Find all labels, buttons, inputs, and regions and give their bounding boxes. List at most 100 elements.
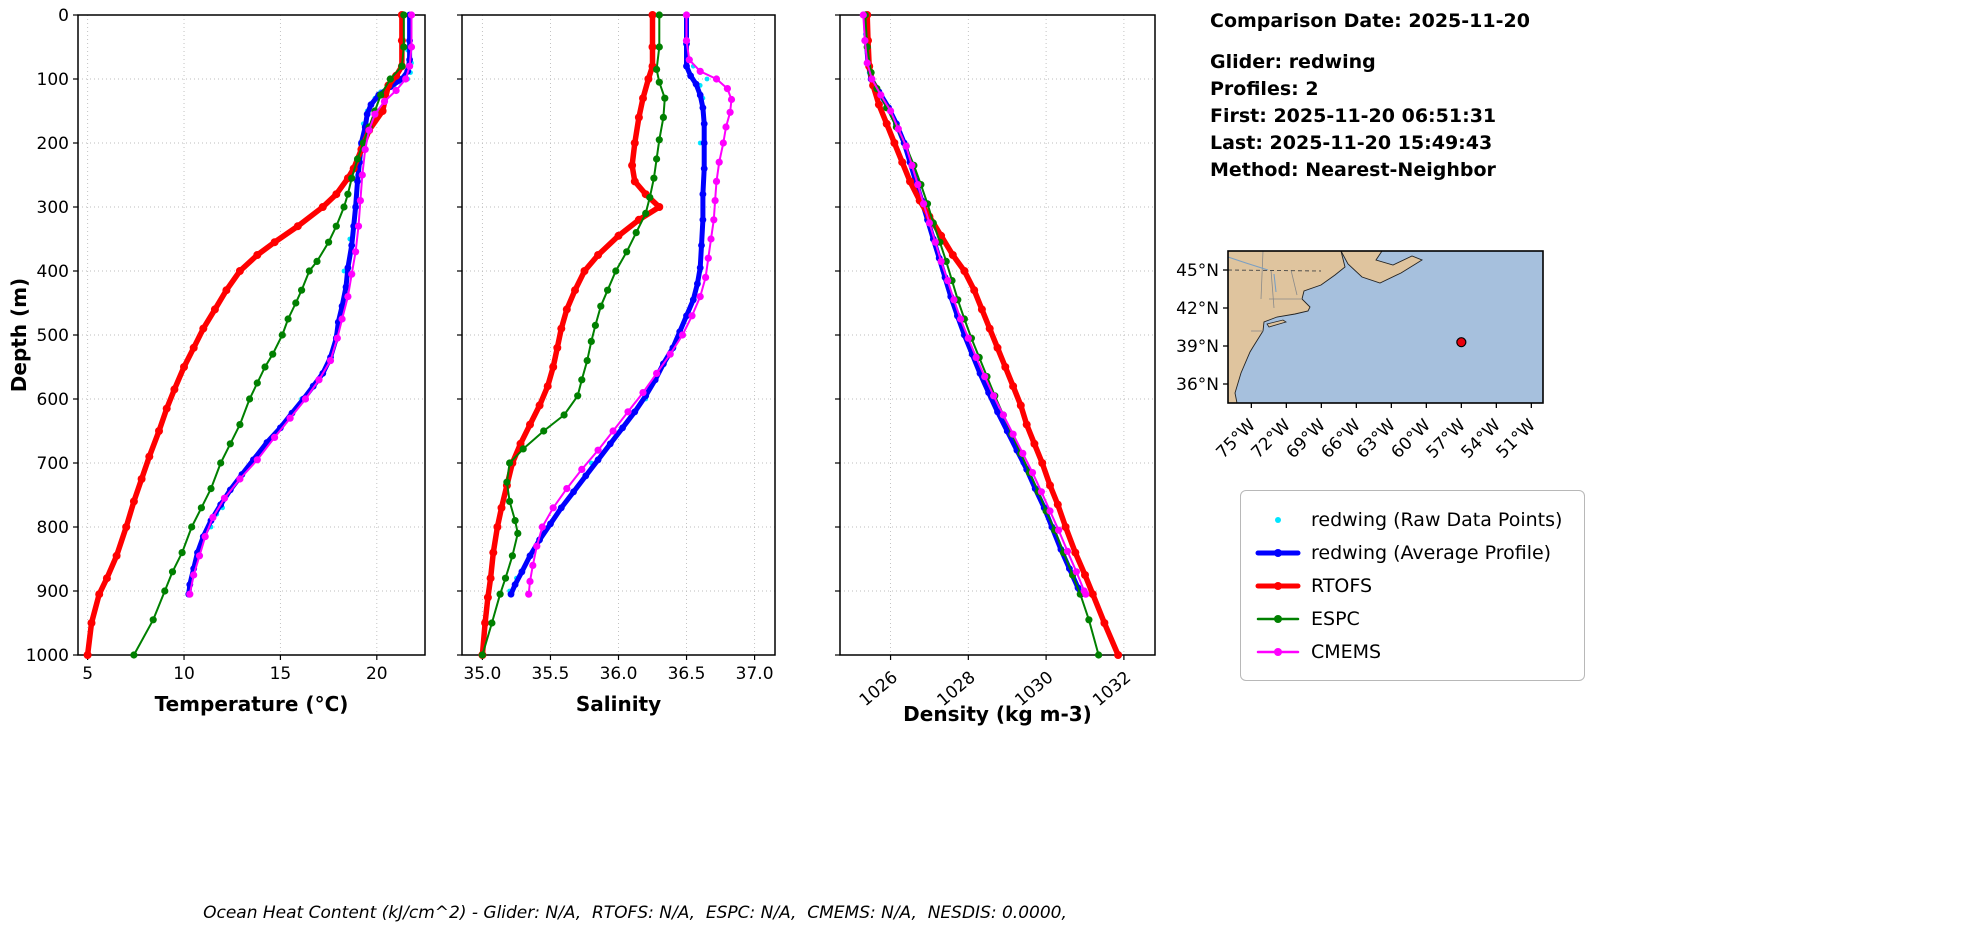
cmems-point: [719, 139, 727, 147]
rtofs-point: [199, 324, 208, 333]
cmems-point: [990, 392, 998, 400]
rtofs-point: [162, 404, 171, 413]
redwing-average-profile-point: [354, 178, 361, 185]
redwing-average-profile-point: [507, 590, 515, 598]
espc-point: [386, 75, 394, 83]
cmems-point: [236, 475, 244, 483]
cmems-point: [937, 257, 945, 265]
redwing-average-profile-point: [338, 302, 346, 310]
cmems-point: [868, 75, 876, 83]
redwing-average-profile-point: [344, 264, 352, 272]
cmems-point: [190, 571, 198, 579]
cmems-point: [563, 485, 571, 493]
espc-point: [646, 193, 654, 201]
cmems-point: [352, 248, 360, 256]
redwing-average-profile-point: [683, 62, 690, 70]
east-coast-land: [1227, 250, 1346, 404]
espc-point: [488, 619, 496, 627]
cmems-point: [538, 523, 546, 531]
x-tick-label: 36.5: [668, 664, 706, 684]
rtofs-point: [493, 523, 502, 531]
cmems-point: [682, 11, 691, 19]
legend-label: RTOFS: [1311, 574, 1373, 597]
cmems-point: [348, 270, 356, 278]
espc-point: [591, 321, 599, 329]
espc-point: [659, 113, 667, 121]
rtofs-point: [1016, 401, 1025, 410]
rtofs-point: [87, 619, 96, 627]
cmems-point: [704, 254, 712, 262]
legend-box: redwing (Raw Data Points) redwing (Averag…: [1240, 490, 1586, 681]
rtofs-point: [571, 286, 579, 295]
cmems-point: [723, 85, 731, 93]
legend-item-redwing-average-profile: redwing (Average Profile): [1255, 536, 1562, 569]
rtofs-point: [614, 231, 623, 240]
y-tick-label: 300: [37, 198, 69, 218]
cmems-point: [594, 446, 602, 454]
y-tick-label: 0: [58, 6, 69, 26]
redwing-average-profile-point: [694, 280, 701, 288]
cmems-point: [682, 37, 691, 45]
lon-tick-label: 69°W: [1283, 415, 1330, 462]
espc-point: [623, 248, 631, 256]
legend-list: redwing (Raw Data Points) redwing (Averag…: [1255, 503, 1562, 668]
espc-line: [481, 14, 666, 656]
redwing-average-profile-point: [367, 101, 375, 108]
rtofs-point: [553, 343, 562, 352]
redwing-average-profile-point: [619, 424, 626, 432]
rtofs-point: [253, 251, 262, 259]
cmems-point: [931, 238, 939, 246]
cmems-point: [525, 590, 533, 598]
rtofs-point: [95, 590, 104, 599]
cmems-point: [1019, 449, 1027, 457]
espc-point: [313, 257, 321, 265]
espc-point: [344, 190, 352, 198]
cmems-point: [981, 373, 989, 381]
espc-point: [1085, 616, 1093, 624]
cmems-point: [371, 110, 379, 118]
rtofs-point: [526, 420, 534, 429]
espc-point: [653, 155, 661, 163]
espc-point: [359, 139, 367, 147]
cmems-point: [271, 433, 279, 441]
espc-point: [655, 136, 663, 144]
espc-point: [400, 43, 408, 51]
cmems-point: [1072, 568, 1080, 576]
plot-frame: [77, 14, 426, 656]
legend-swatch-cmems: [1256, 647, 1300, 656]
espc-point: [655, 78, 663, 86]
rtofs-point: [189, 343, 198, 352]
cmems-point: [710, 216, 718, 224]
espc-point: [511, 517, 519, 525]
redwing-average-profile-point: [700, 120, 708, 128]
rtofs-point: [1009, 382, 1018, 391]
cmems-line: [527, 14, 733, 596]
rtofs-point: [102, 574, 111, 583]
x-axis-label: Salinity: [576, 692, 661, 716]
espc-point: [246, 395, 254, 403]
espc-point: [519, 445, 527, 453]
rtofs-point: [293, 222, 302, 231]
cmems-point: [727, 95, 736, 104]
espc-point: [188, 523, 196, 531]
rtofs-point: [985, 324, 994, 333]
y-tick-label: 500: [37, 326, 69, 346]
rtofs-point: [489, 548, 498, 557]
redwing-average-profile-point: [570, 488, 577, 496]
cmems-point: [344, 293, 352, 301]
cmems-point: [696, 293, 704, 301]
y-tick-label: 400: [37, 262, 69, 282]
y-tick-label: 900: [37, 582, 69, 602]
rtofs-point: [210, 305, 219, 314]
cmems-point: [578, 465, 586, 473]
lon-tick-label: 51°W: [1493, 415, 1540, 462]
rtofs-point: [332, 190, 341, 199]
redwing-average-profile-line: [508, 12, 707, 597]
cmems-point: [685, 56, 693, 64]
cmems-point: [326, 357, 335, 365]
espc-point: [353, 155, 362, 163]
x-tick-label: 10: [173, 664, 195, 684]
lon-tick-label: 60°W: [1388, 415, 1435, 462]
cmems-point: [894, 125, 902, 133]
espc-point: [278, 331, 286, 339]
